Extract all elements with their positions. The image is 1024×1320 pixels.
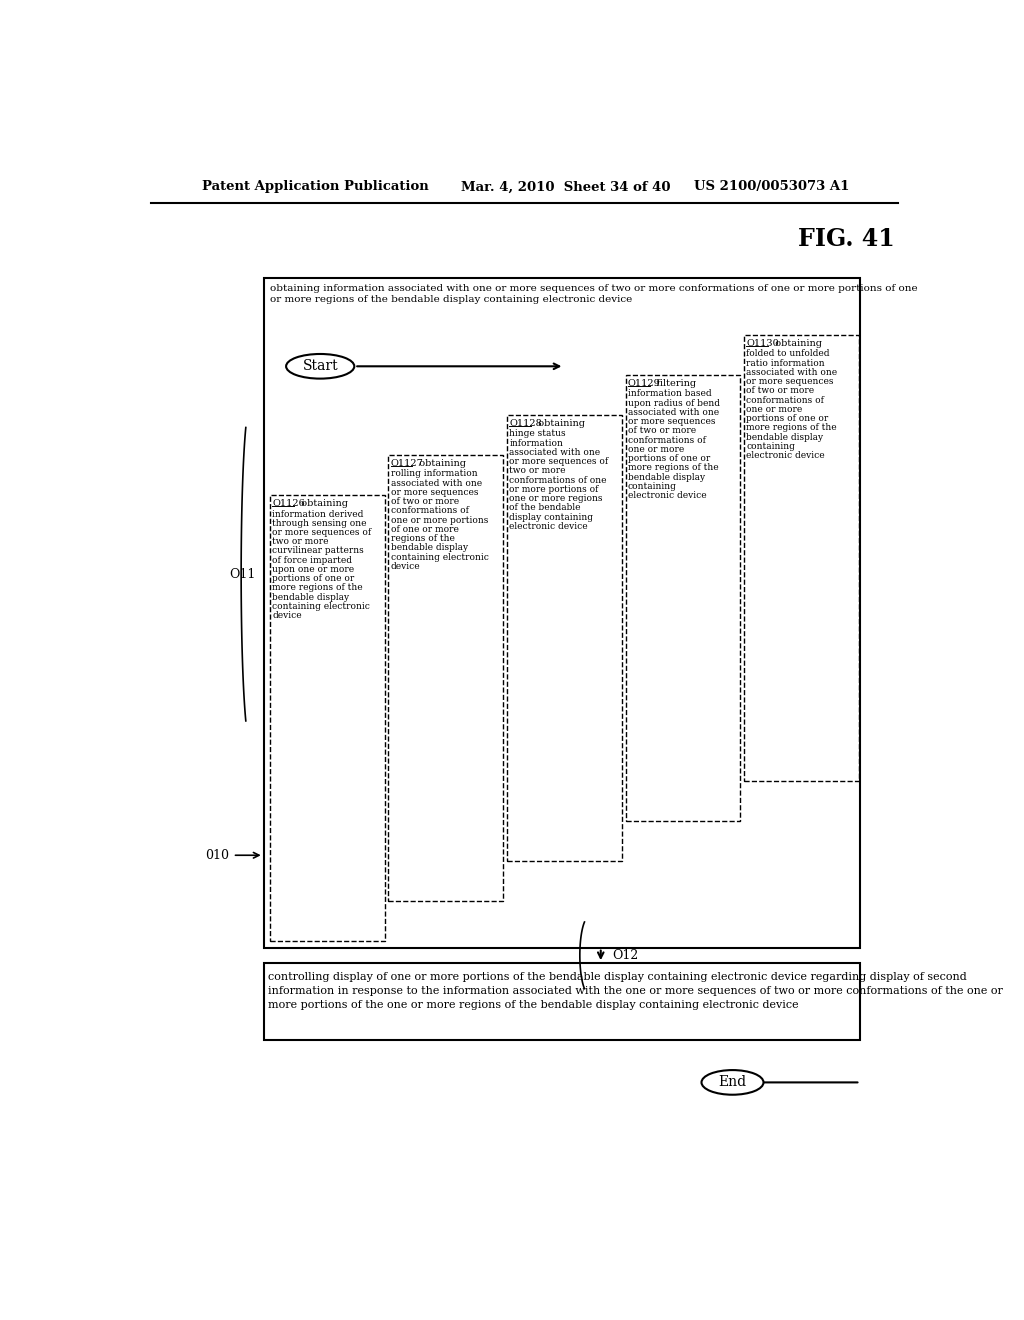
Text: device: device [272, 611, 302, 620]
Text: associated with one: associated with one [509, 447, 600, 457]
Text: Start: Start [302, 359, 338, 374]
Text: containing electronic: containing electronic [272, 602, 370, 611]
Text: O12: O12 [612, 949, 639, 962]
Text: information based: information based [628, 389, 712, 399]
Text: more regions of the: more regions of the [746, 424, 837, 432]
Text: bendable display: bendable display [628, 473, 705, 482]
Text: upon radius of bend: upon radius of bend [628, 399, 720, 408]
Text: conformations of one: conformations of one [509, 475, 607, 484]
Text: portions of one or: portions of one or [272, 574, 354, 583]
Text: one or more portions: one or more portions [391, 516, 488, 524]
Text: O1130: O1130 [746, 339, 779, 347]
Text: electronic device: electronic device [628, 491, 707, 500]
Text: electronic device: electronic device [746, 451, 825, 459]
Text: obtaining: obtaining [414, 459, 466, 467]
Text: O1127: O1127 [391, 459, 424, 467]
Text: or more sequences of: or more sequences of [509, 457, 608, 466]
Text: or more regions of the bendable display containing electronic device: or more regions of the bendable display … [270, 294, 632, 304]
Text: information: information [509, 438, 563, 447]
Text: or more sequences: or more sequences [746, 378, 834, 385]
Text: more portions of the one or more regions of the bendable display containing elec: more portions of the one or more regions… [268, 1001, 799, 1010]
Text: containing electronic: containing electronic [391, 553, 488, 561]
Text: controlling display of one or more portions of the bendable display containing e: controlling display of one or more porti… [268, 973, 967, 982]
Text: of two or more: of two or more [628, 426, 696, 436]
Text: containing: containing [746, 442, 796, 450]
Text: conformations of: conformations of [746, 396, 824, 404]
Text: Patent Application Publication: Patent Application Publication [202, 181, 428, 194]
Text: FIG. 41: FIG. 41 [799, 227, 895, 251]
Text: conformations of: conformations of [391, 507, 469, 515]
Text: or more sequences of: or more sequences of [272, 528, 372, 537]
Text: or more portions of: or more portions of [509, 484, 599, 494]
Text: conformations of: conformations of [628, 436, 706, 445]
Text: O1128: O1128 [509, 418, 542, 428]
Text: bendable display: bendable display [391, 544, 468, 552]
Text: associated with one: associated with one [746, 368, 838, 376]
Text: obtaining: obtaining [531, 418, 585, 428]
Text: more regions of the: more regions of the [628, 463, 719, 473]
Text: of two or more: of two or more [746, 387, 814, 395]
Text: US 2100/0053073 A1: US 2100/0053073 A1 [693, 181, 849, 194]
Text: 010: 010 [206, 849, 229, 862]
Text: two or more: two or more [509, 466, 566, 475]
Text: of force imparted: of force imparted [272, 556, 352, 565]
Text: O1129: O1129 [628, 379, 660, 388]
Text: folded to unfolded: folded to unfolded [746, 350, 829, 358]
Text: O11: O11 [229, 568, 256, 581]
Ellipse shape [701, 1071, 764, 1094]
Text: of one or more: of one or more [391, 525, 459, 533]
Text: ratio information: ratio information [746, 359, 825, 367]
Text: filtering: filtering [650, 379, 696, 388]
Text: or more sequences: or more sequences [628, 417, 716, 426]
Text: obtaining: obtaining [295, 499, 347, 508]
Text: associated with one: associated with one [391, 479, 482, 487]
Text: electronic device: electronic device [509, 521, 588, 531]
Text: obtaining information associated with one or more sequences of two or more confo: obtaining information associated with on… [270, 284, 918, 293]
Text: associated with one: associated with one [628, 408, 719, 417]
Text: more regions of the: more regions of the [272, 583, 362, 593]
Text: of two or more: of two or more [391, 498, 459, 506]
Text: End: End [719, 1076, 746, 1089]
Text: portions of one or: portions of one or [746, 414, 828, 422]
Text: of the bendable: of the bendable [509, 503, 581, 512]
Text: rolling information: rolling information [391, 470, 477, 478]
Text: one or more regions: one or more regions [509, 494, 603, 503]
Text: Mar. 4, 2010  Sheet 34 of 40: Mar. 4, 2010 Sheet 34 of 40 [461, 181, 671, 194]
Text: portions of one or: portions of one or [628, 454, 710, 463]
Text: display containing: display containing [509, 512, 593, 521]
Ellipse shape [286, 354, 354, 379]
Text: containing: containing [628, 482, 677, 491]
Text: information derived: information derived [272, 510, 364, 519]
Text: information in response to the information associated with the one or more seque: information in response to the informati… [268, 986, 1004, 997]
Text: upon one or more: upon one or more [272, 565, 354, 574]
Text: O1126: O1126 [272, 499, 305, 508]
Text: or more sequences: or more sequences [391, 488, 478, 496]
Text: curvilinear patterns: curvilinear patterns [272, 546, 364, 556]
Text: device: device [391, 562, 420, 570]
Text: obtaining: obtaining [769, 339, 822, 347]
Text: through sensing one: through sensing one [272, 519, 367, 528]
Text: bendable display: bendable display [746, 433, 823, 441]
Text: regions of the: regions of the [391, 535, 455, 543]
Text: two or more: two or more [272, 537, 329, 546]
Text: bendable display: bendable display [272, 593, 349, 602]
Text: one or more: one or more [628, 445, 684, 454]
Text: one or more: one or more [746, 405, 803, 413]
Text: hinge status: hinge status [509, 429, 566, 438]
